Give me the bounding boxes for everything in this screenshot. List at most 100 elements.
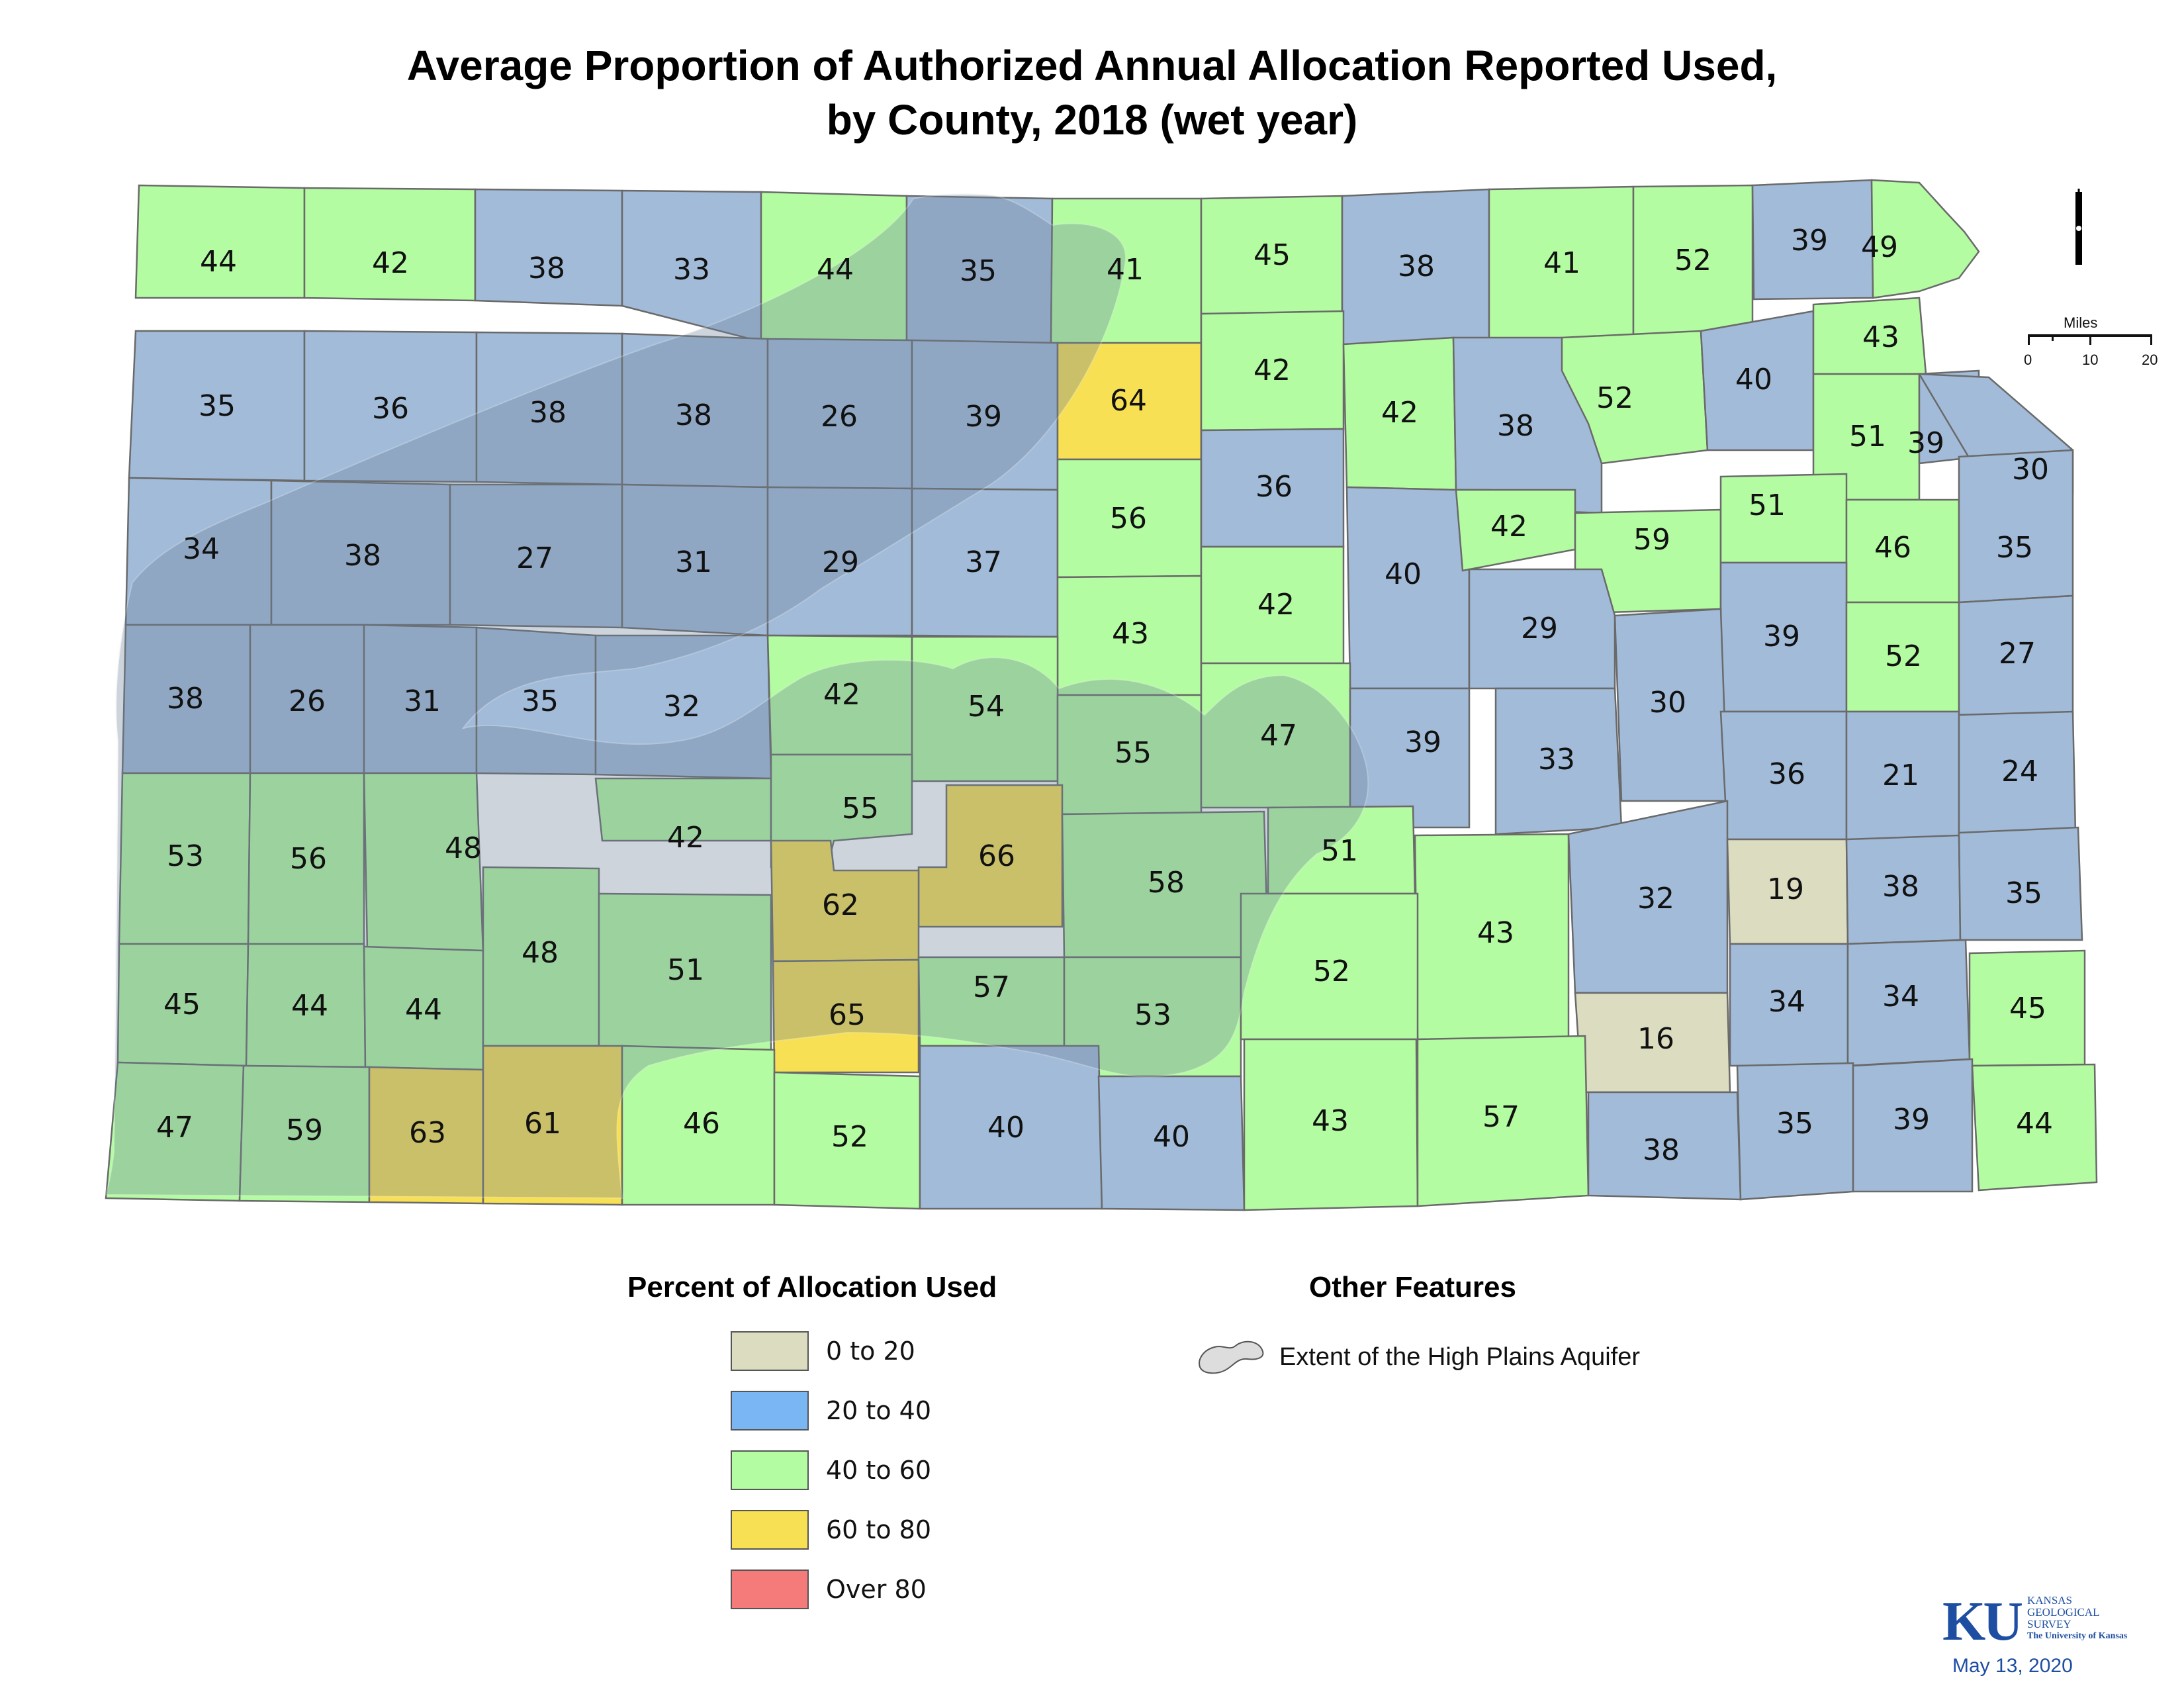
county-value-label: 26 — [289, 684, 326, 718]
county-value-label: 52 — [1313, 955, 1350, 988]
county-value-label: 41 — [1107, 253, 1144, 287]
county-value-label: 43 — [1477, 916, 1514, 950]
county-value-label: 40 — [1153, 1120, 1190, 1154]
county-value-label: 36 — [1255, 470, 1293, 504]
other-features-heading: Other Features — [1309, 1271, 1516, 1303]
county-polygon — [1349, 687, 1471, 829]
county-value-label: 39 — [1791, 224, 1828, 258]
county-polygon — [1870, 179, 1980, 299]
county-value-label: 52 — [1885, 639, 1922, 673]
county-value-label: 33 — [673, 253, 710, 287]
county-value-label: 31 — [404, 684, 441, 718]
county-value-label: 53 — [167, 839, 204, 873]
county-value-label: 65 — [829, 998, 866, 1032]
county-value-label: 40 — [1735, 363, 1772, 397]
county-value-label: 39 — [1907, 426, 1944, 460]
county-value-label: 35 — [1776, 1107, 1813, 1141]
county-value-label: 36 — [1768, 757, 1805, 791]
scale-tick — [2150, 334, 2152, 345]
county-value-label: 54 — [968, 690, 1005, 724]
legend-item: 0 to 20 — [731, 1331, 915, 1372]
county-value-label: 66 — [978, 839, 1015, 873]
county-polygon — [1574, 508, 1722, 614]
county-value-label: 44 — [291, 989, 328, 1023]
county-polygon — [1468, 568, 1616, 690]
legend-label: 0 to 20 — [826, 1336, 915, 1366]
county-value-label: 29 — [1521, 612, 1558, 645]
county-value-label: 27 — [1999, 637, 2036, 671]
logo-line: KANSAS — [2027, 1594, 2073, 1607]
scale-bar: Miles 0 10 20 — [2012, 314, 2158, 374]
county-value-label: 42 — [1490, 510, 1527, 543]
county-value-label: 42 — [823, 678, 860, 712]
county-value-label: 45 — [163, 988, 201, 1021]
aquifer-extent-region — [105, 193, 1369, 1199]
county-value-label: 38 — [167, 682, 204, 716]
county-value-label: 44 — [405, 993, 442, 1027]
logo-line: The University of Kansas — [2027, 1631, 2128, 1641]
legend-item: 20 to 40 — [731, 1390, 931, 1431]
county-value-label: 35 — [960, 254, 997, 288]
county-value-label: 62 — [822, 888, 859, 922]
county-value-label: 43 — [1312, 1104, 1349, 1138]
legend-item: 40 to 60 — [731, 1450, 931, 1491]
title-line-2: by County, 2018 (wet year) — [826, 96, 1358, 144]
county-value-label: 43 — [1112, 617, 1149, 651]
county-value-label: 34 — [1882, 980, 1919, 1013]
county-value-label: 51 — [1321, 834, 1358, 868]
legend-label: 20 to 40 — [826, 1396, 932, 1425]
legend-swatch-20-40 — [731, 1391, 809, 1430]
county-value-label: 40 — [1385, 557, 1422, 591]
high-plains-aquifer-extent — [105, 193, 1369, 1199]
county-value-label: 42 — [667, 821, 704, 855]
county-value-label: 30 — [1649, 686, 1686, 720]
county-value-label: 33 — [1538, 743, 1575, 776]
logo-line: SURVEY — [2027, 1618, 2071, 1630]
county-value-label: 21 — [1882, 759, 1919, 792]
county-value-label: 32 — [663, 690, 700, 724]
county-value-label: 38 — [1643, 1133, 1680, 1167]
county-value-label: 38 — [1497, 409, 1534, 443]
county-value-label: 35 — [199, 389, 236, 423]
county-value-label: 61 — [524, 1107, 561, 1141]
map-date: May 13, 2020 — [1952, 1655, 2073, 1677]
county-value-label: 42 — [1257, 588, 1295, 622]
legend-item: 60 to 80 — [731, 1509, 931, 1550]
county-polygon — [1971, 1063, 2098, 1192]
other-feature-item: Extent of the High Plains Aquifer — [1195, 1331, 1640, 1383]
aquifer-extent-icon — [1199, 1340, 1264, 1374]
county-value-label: 19 — [1767, 872, 1804, 906]
county-value-label: 47 — [156, 1111, 193, 1145]
county-value-label: 57 — [1482, 1100, 1520, 1134]
county-value-label: 36 — [372, 392, 409, 426]
county-polygon — [134, 184, 306, 299]
scale-tick-label: 20 — [2142, 352, 2158, 368]
county-value-label: 39 — [1763, 620, 1800, 653]
county-value-label: 55 — [842, 792, 879, 825]
scale-tick — [2052, 334, 2054, 341]
legend-swatch-60-80 — [731, 1510, 809, 1550]
county-value-label: 42 — [1253, 353, 1291, 387]
county-value-label: 43 — [1862, 320, 1899, 354]
scale-tick-label: 10 — [2082, 352, 2099, 368]
county-value-label: 32 — [1637, 882, 1674, 915]
county-value-label: 44 — [200, 245, 237, 279]
county-value-label: 34 — [1768, 985, 1805, 1019]
county-value-label: 52 — [1674, 244, 1711, 277]
county-value-label: 57 — [973, 970, 1010, 1004]
scale-tick — [2028, 334, 2030, 345]
county-value-label: 39 — [1404, 726, 1441, 759]
county-value-label: 27 — [516, 541, 553, 575]
county-value-label: 29 — [822, 545, 859, 579]
county-value-label: 63 — [409, 1116, 446, 1150]
county-value-label: 52 — [831, 1120, 868, 1154]
legend-label: 60 to 80 — [826, 1515, 932, 1544]
county-value-label: 16 — [1637, 1022, 1674, 1056]
county-value-label: 56 — [290, 842, 327, 876]
county-value-label: 51 — [1749, 489, 1786, 522]
county-value-label: 35 — [2005, 876, 2042, 910]
county-polygon — [303, 187, 477, 302]
county-polygon — [1852, 1058, 1974, 1193]
county-value-label: 35 — [1996, 531, 2033, 565]
